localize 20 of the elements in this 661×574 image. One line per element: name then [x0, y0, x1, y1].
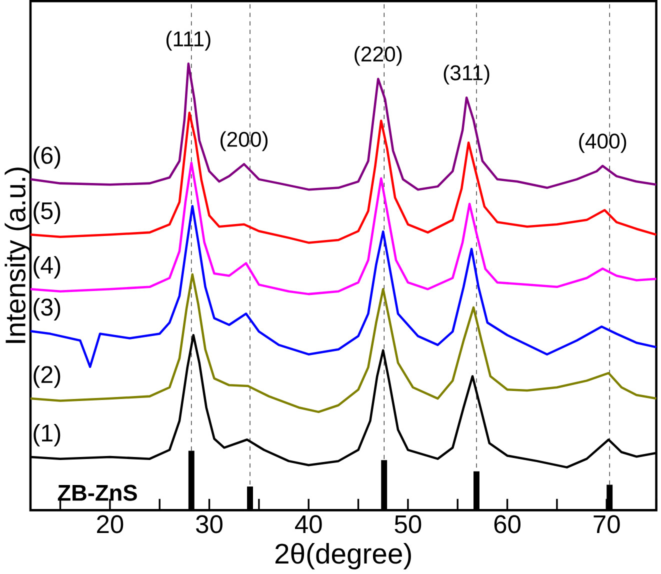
x-tick-label: 30: [196, 515, 222, 534]
series-label: (1): [34, 424, 60, 446]
annotation: (111): [166, 30, 210, 51]
series-label: (2): [34, 365, 60, 388]
annotation: (400): [579, 133, 626, 153]
annotation: (200): [220, 131, 268, 152]
x-tick-label: 50: [394, 515, 422, 534]
series-label: (4): [34, 256, 60, 278]
series-label: (5): [34, 202, 60, 224]
annotation: ZB-ZnS: [58, 484, 137, 501]
x-tick-label: 60: [494, 515, 520, 534]
x-axis-title: 2θ(degree): [275, 542, 411, 570]
annotation: (220): [354, 46, 402, 66]
annotation: (311): [444, 64, 490, 84]
x-tick-label: 40: [295, 515, 322, 534]
x-tick-label: 70: [594, 515, 620, 534]
series-label: (3): [34, 298, 60, 320]
series-label: (6): [34, 146, 60, 169]
y-axis-title: Intensity (a.u.): [4, 168, 32, 343]
x-tick-label: 20: [97, 515, 124, 534]
